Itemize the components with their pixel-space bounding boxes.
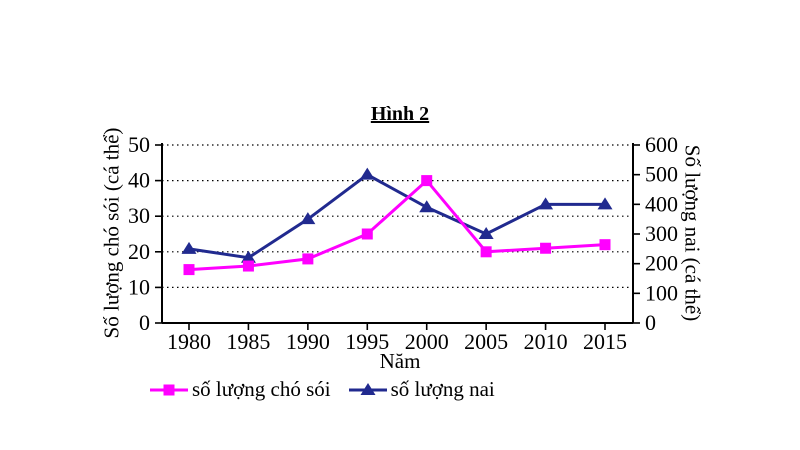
legend-wolf-marker-icon xyxy=(150,384,188,395)
x-axis-tick-label: 1990 xyxy=(286,329,330,354)
series-marker-triangle xyxy=(419,200,435,213)
series-marker-square xyxy=(302,253,314,265)
legend-marker-square xyxy=(163,384,175,395)
x-axis-tick-label: 2000 xyxy=(405,329,449,354)
x-axis-title: Năm xyxy=(379,349,421,373)
series-marker-square xyxy=(421,175,433,187)
series-line-triangle xyxy=(188,172,605,260)
right-axis-tick-label: 300 xyxy=(645,221,678,246)
series-marker-square xyxy=(183,264,195,276)
series-marker-square xyxy=(599,239,611,251)
legend-deer-marker-icon xyxy=(348,382,387,395)
series-line-square xyxy=(188,178,606,272)
right-axis-tick-label: 600 xyxy=(645,132,678,157)
right-axis-tick-label: 400 xyxy=(645,191,678,216)
series-marker-square xyxy=(480,246,492,258)
series-marker-triangle xyxy=(181,241,197,254)
left-axis-tick-label: 50 xyxy=(128,132,150,157)
left-axis-tick-label: 10 xyxy=(128,274,150,299)
series-marker-square xyxy=(540,242,552,254)
legend-item-wolf: số lượng chó sói xyxy=(150,377,331,402)
right-axis-tick-label: 500 xyxy=(645,162,678,187)
legend-marker-triangle xyxy=(360,382,376,395)
series-marker-square xyxy=(242,260,254,272)
series-marker-square xyxy=(361,228,373,240)
right-axis-tick-label: 200 xyxy=(645,251,678,276)
series-marker-triangle xyxy=(597,197,613,210)
chart-title: Hình 2 xyxy=(370,103,430,125)
left-axis-tick-label: 20 xyxy=(128,239,150,264)
x-axis-tick-label: 1980 xyxy=(167,329,211,354)
x-axis-tick-label: 2010 xyxy=(524,329,568,354)
right-axis-tick-label: 100 xyxy=(645,280,678,305)
legend-item-deer: số lượng nai xyxy=(348,377,495,402)
series-marker-triangle xyxy=(478,227,494,239)
left-axis-tick-label: 40 xyxy=(128,168,150,193)
legend-deer-label: số lượng nai xyxy=(390,377,495,401)
left-axis-tick-label: 30 xyxy=(128,203,150,228)
legend-wolf-label: số lượng chó sói xyxy=(192,377,331,401)
right-axis-tick-label: 0 xyxy=(645,310,656,335)
x-axis-tick-label: 1985 xyxy=(226,329,270,354)
series-marker-triangle xyxy=(300,212,316,225)
x-axis-tick-label: 2005 xyxy=(464,329,508,354)
legend: số lượng chó sói số lượng nai xyxy=(150,377,495,402)
series-marker-triangle xyxy=(240,250,256,263)
x-axis-tick-label: 2015 xyxy=(583,329,627,354)
x-axis-tick-label: 1995 xyxy=(345,329,389,354)
series-marker-triangle xyxy=(359,167,375,180)
series-marker-triangle xyxy=(538,197,554,210)
left-axis-tick-label: 0 xyxy=(139,310,150,335)
